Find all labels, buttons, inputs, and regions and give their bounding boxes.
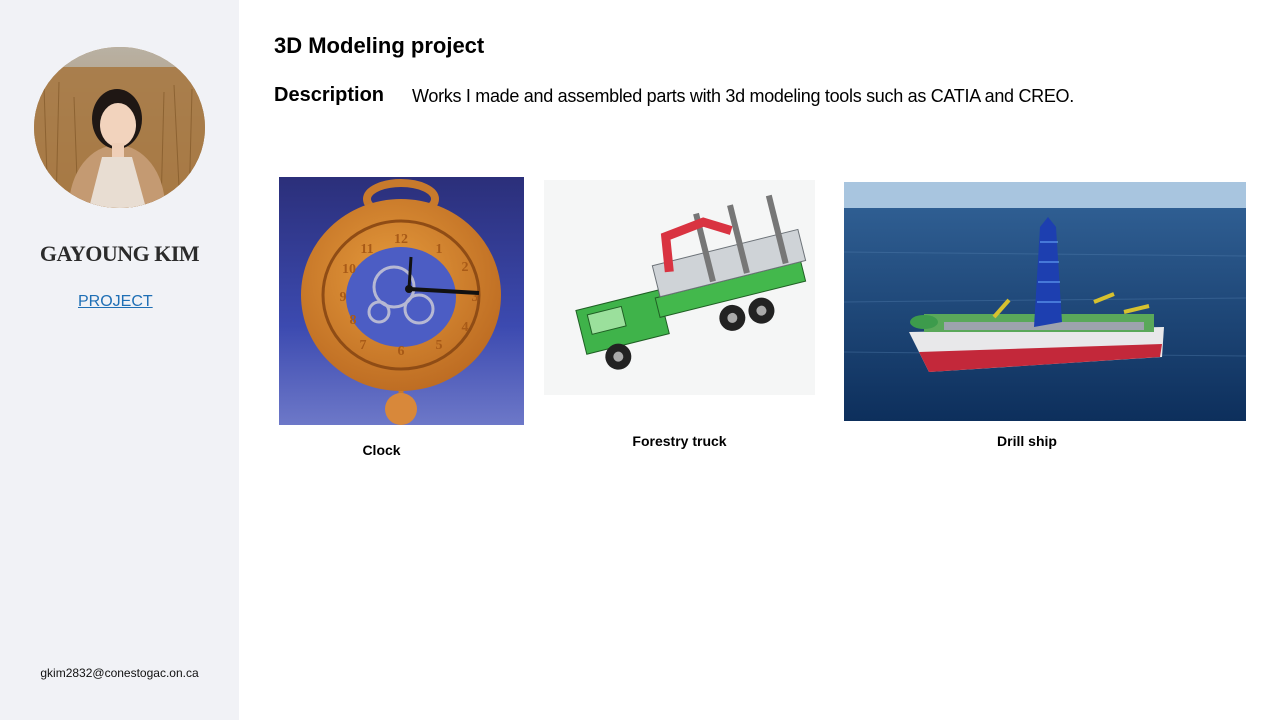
clock-numeral: 2 (462, 260, 469, 275)
clock-numeral: 9 (340, 290, 347, 305)
description-label: Description (274, 84, 385, 106)
clock-model-image: 12 1 2 3 4 5 6 7 8 9 10 11 (279, 177, 524, 425)
clock-numeral: 8 (350, 313, 357, 328)
clock-numeral: 7 (360, 338, 367, 353)
clock-numeral: 1 (436, 242, 443, 257)
drill-ship-caption: Drill ship (997, 433, 1057, 449)
clock-caption: Clock (362, 442, 401, 458)
forestry-truck-model-image (544, 180, 815, 395)
forestry-truck-caption: Forestry truck (632, 433, 727, 449)
drill-ship-model-image (844, 182, 1246, 421)
clock-numeral: 4 (462, 320, 469, 335)
profile-name: GAYOUNG KIM (39, 241, 200, 266)
clock-numeral: 10 (342, 262, 356, 277)
clock-numeral: 6 (398, 344, 405, 359)
page-title: 3D Modeling project (274, 33, 485, 58)
clock-numeral: 5 (436, 338, 443, 353)
profile-sidebar: GAYOUNG KIM PROJECT gkim2832@conestogac.… (0, 0, 239, 720)
description-text: Works I made and assembled parts with 3d… (412, 86, 1074, 106)
profile-photo (34, 47, 205, 208)
contact-email: gkim2832@conestogac.on.ca (40, 666, 199, 680)
clock-numeral: 11 (360, 242, 373, 257)
clock-numeral: 3 (472, 290, 479, 305)
clock-numeral: 12 (394, 232, 408, 247)
project-link[interactable]: PROJECT (78, 293, 153, 310)
